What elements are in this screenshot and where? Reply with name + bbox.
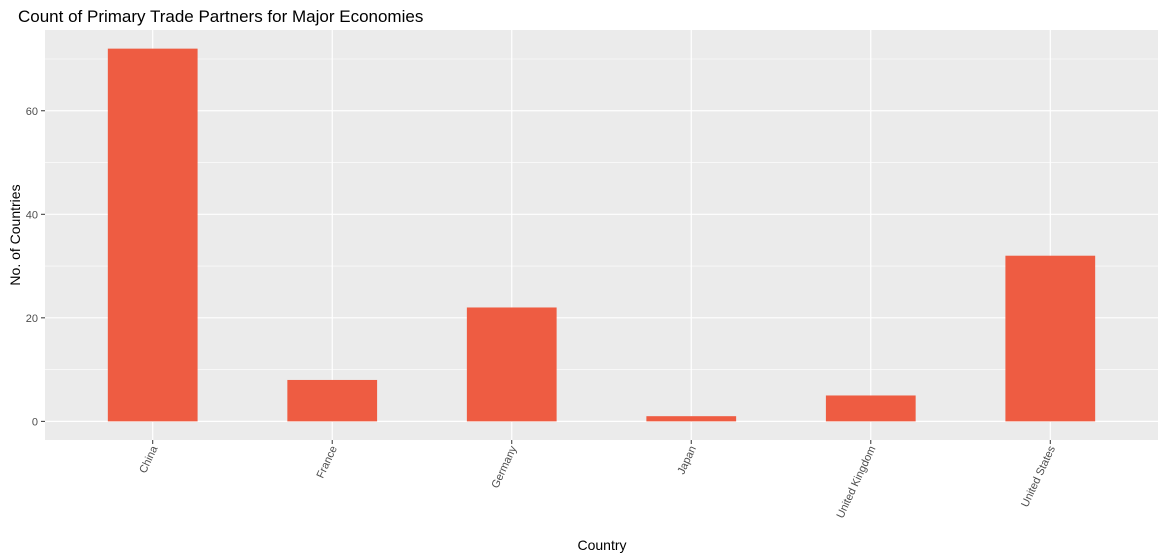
chart-title: Count of Primary Trade Partners for Majo… xyxy=(18,7,423,26)
grid-minor xyxy=(45,58,1158,370)
x-tick-label: France xyxy=(315,444,340,480)
bars xyxy=(107,48,1096,422)
x-axis: China France Germany Japan United Kingdom Uni… xyxy=(137,440,1058,520)
bar-china xyxy=(107,48,198,422)
x-tick-label: United Kingdom xyxy=(835,444,879,520)
y-tick-label: 40 xyxy=(26,209,38,221)
bar-germany xyxy=(466,307,557,422)
bar-france xyxy=(287,379,378,422)
y-axis-title: No. of Countries xyxy=(7,184,23,285)
y-axis: 0 20 40 60 xyxy=(26,106,45,428)
y-tick-label: 60 xyxy=(26,106,38,118)
x-tick-label: Germany xyxy=(489,444,519,491)
bar-japan xyxy=(646,416,737,422)
x-tick-label: Japan xyxy=(675,444,699,476)
x-axis-title: Country xyxy=(577,537,626,553)
y-tick-label: 0 xyxy=(32,416,38,428)
x-tick-label: United States xyxy=(1019,444,1058,509)
bar-united-kingdom xyxy=(825,395,916,422)
plot-panel xyxy=(45,30,1158,440)
bar-united-states xyxy=(1005,255,1096,422)
x-tick-label: China xyxy=(137,443,160,475)
y-tick-label: 20 xyxy=(26,313,38,325)
